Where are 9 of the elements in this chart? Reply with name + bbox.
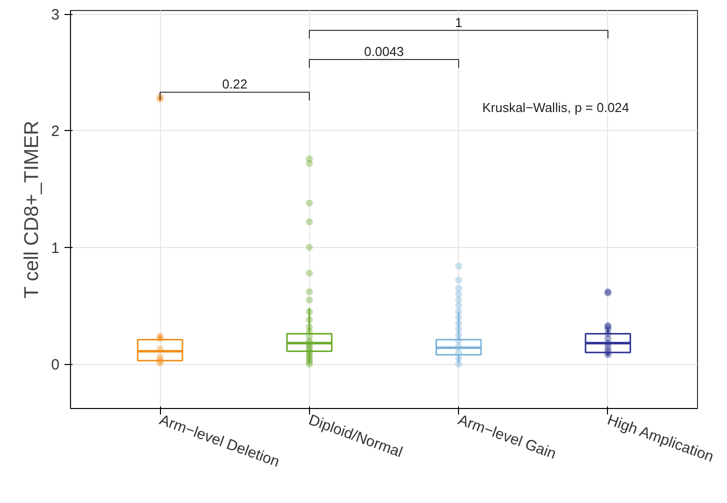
y-tick-label: 3 (51, 6, 60, 24)
y-tick-label: 2 (51, 123, 60, 140)
annotation: 0.0043 (364, 44, 404, 60)
annotation: 0.22 (222, 76, 248, 92)
annotation: Kruskal−Wallis, p = 0.024 (482, 100, 630, 115)
y-axis-title: T cell CD8+_TIMER (21, 120, 44, 299)
y-tick-label: 0 (51, 356, 60, 374)
annotation: 1 (455, 14, 462, 30)
y-tick-label: 1 (51, 240, 60, 257)
